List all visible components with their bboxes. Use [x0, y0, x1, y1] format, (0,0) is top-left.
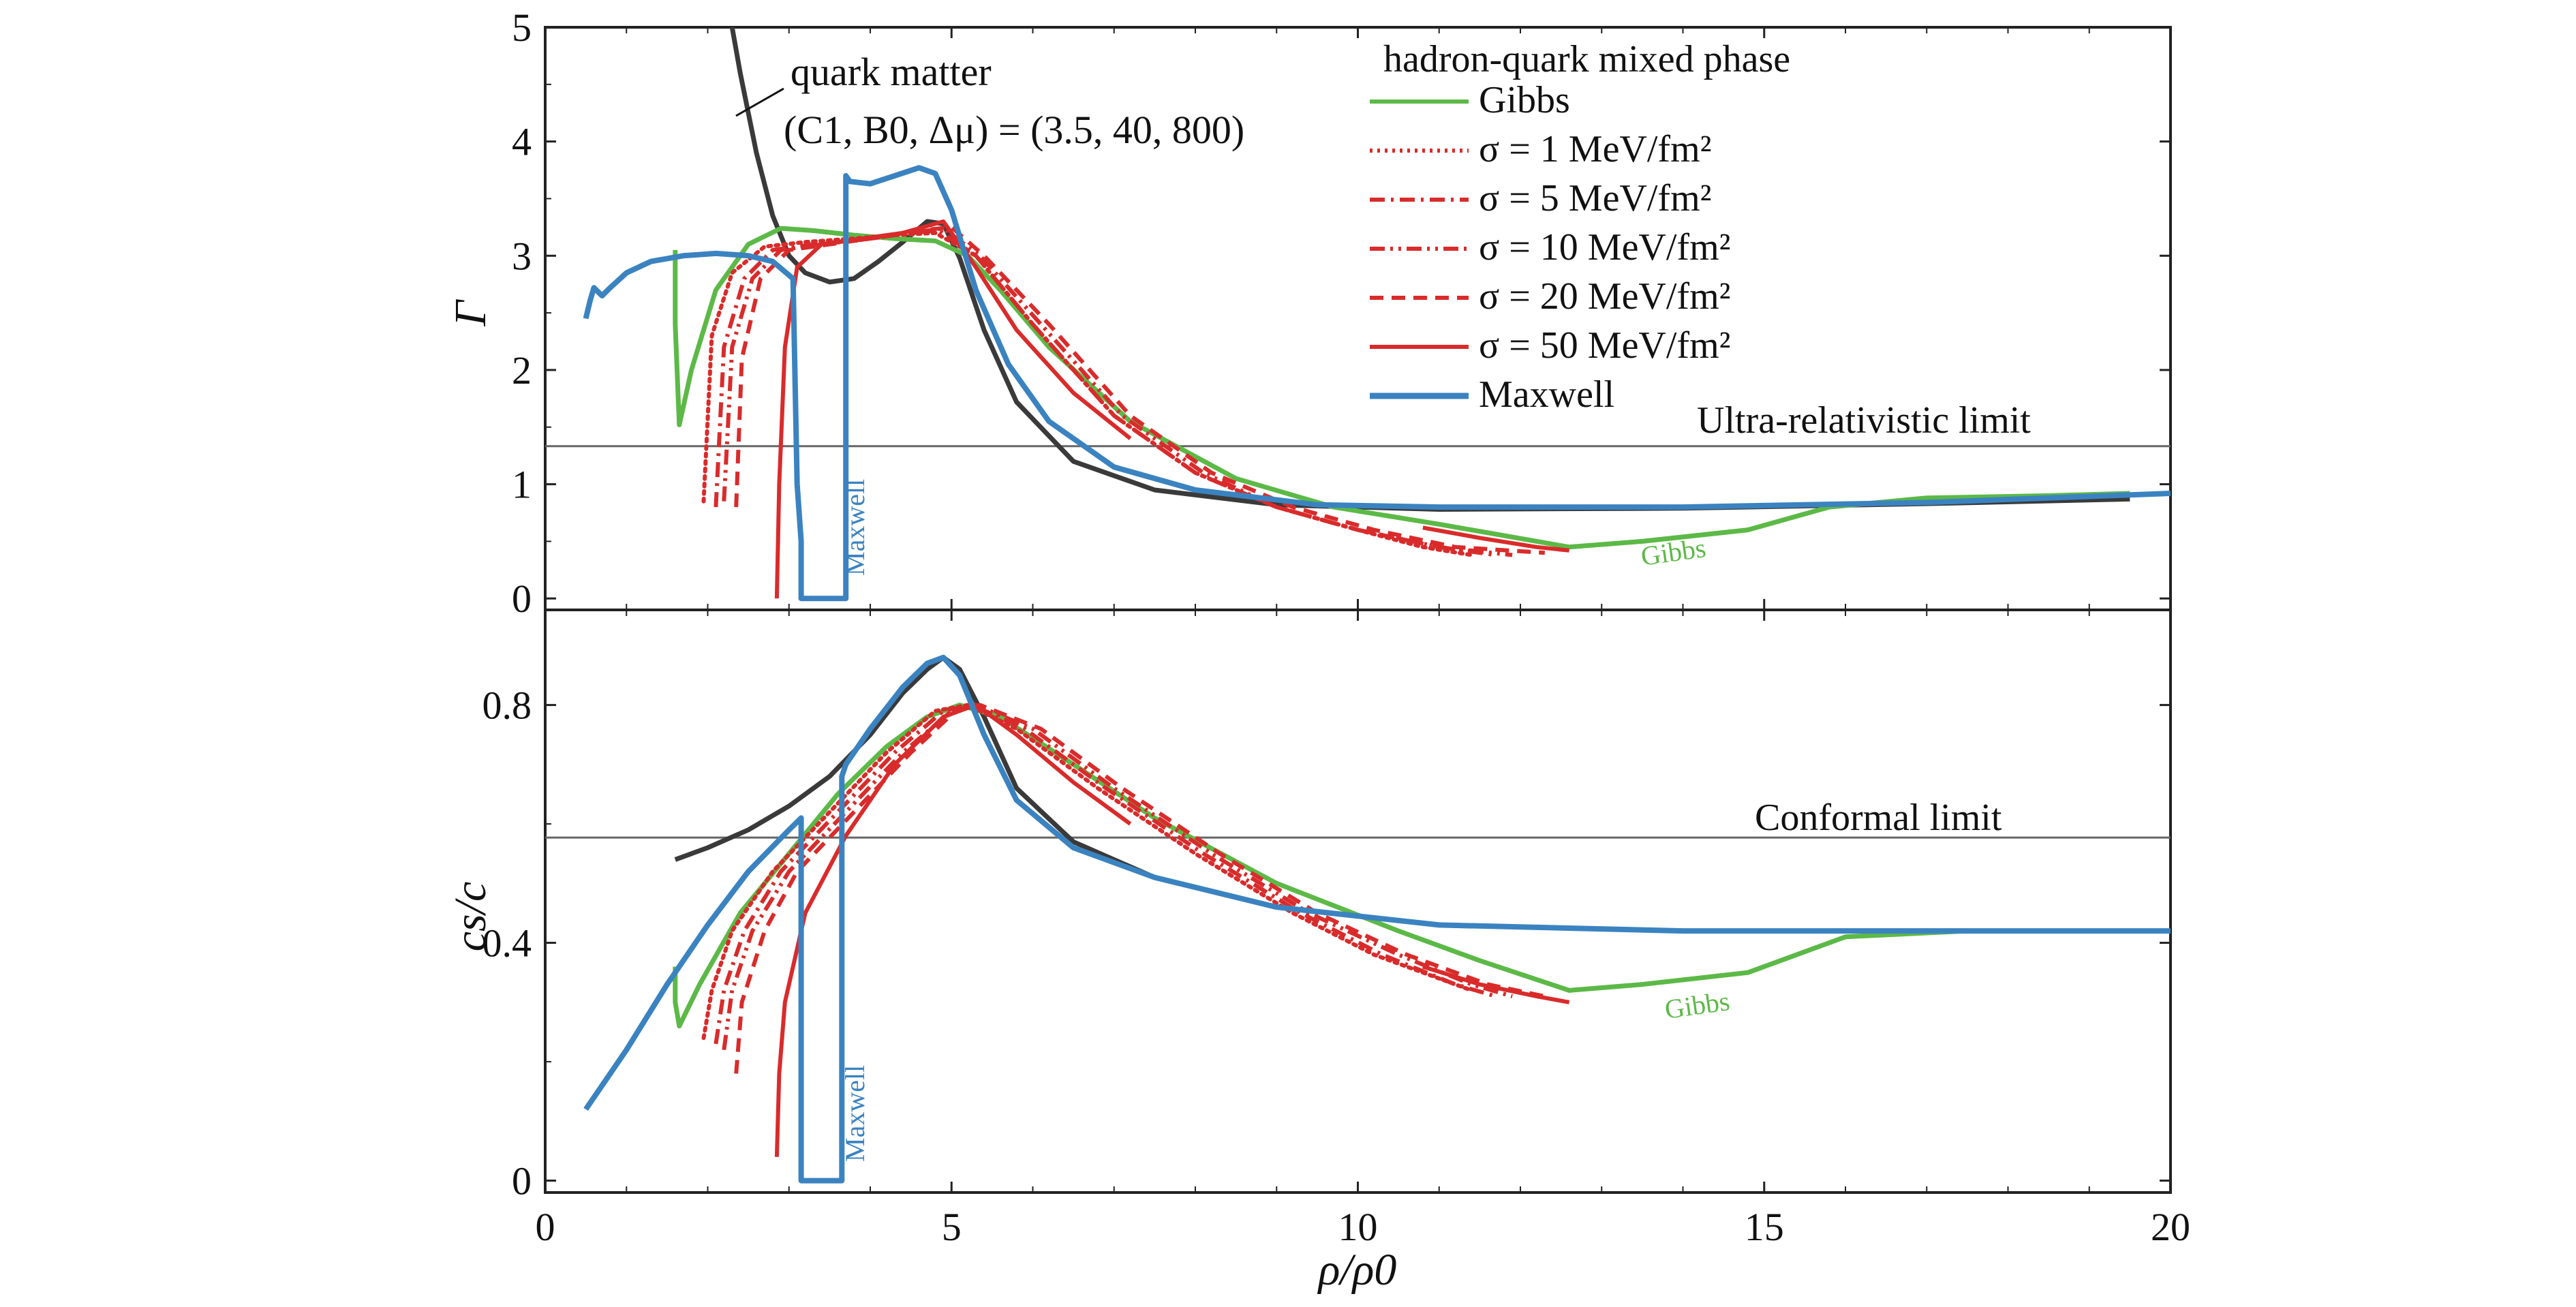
- y-tick-label: 0: [512, 1159, 532, 1203]
- series-cs-gibbs: [673, 703, 2171, 1029]
- quark-matter-pointer: [735, 87, 784, 117]
- y-tick-label: 4: [512, 120, 532, 164]
- series-cs--50-mev-fm-high-density-: [1422, 964, 1570, 1004]
- maxwell-annotation-top: Maxwell: [840, 479, 870, 576]
- bottom-y-axis-title: cs/c: [446, 882, 495, 952]
- legend-title: hadron-quark mixed phase: [1383, 38, 1790, 80]
- y-tick-label: 0.8: [482, 683, 532, 728]
- reference-lines: [545, 445, 2171, 839]
- legend: hadron-quark mixed phase Gibbs σ = 1 MeV/…: [1370, 38, 1790, 416]
- series-layer: [583, 27, 2171, 1184]
- series-gamma--50-mev-fm-high-density-: [1422, 525, 1569, 553]
- x-tick-label: 5: [942, 1205, 962, 1249]
- series-cs--5-mev-fm-: [714, 703, 1497, 1045]
- quark-params-label: (C1, B0, Δμ) = (3.5, 40, 800): [784, 108, 1244, 152]
- legend-label: σ = 1 MeV/fm²: [1479, 128, 1711, 170]
- quark-matter-label: quark matter: [791, 50, 992, 94]
- series-cs--1-mev-fm-: [701, 703, 1474, 1041]
- series-gamma-maxwell: [583, 165, 2171, 602]
- x-axis-title: ρ/ρ0: [1317, 1245, 1397, 1295]
- gibbs-annotation-bottom: Gibbs: [1663, 985, 1732, 1025]
- legend-label: σ = 10 MeV/fm²: [1479, 226, 1730, 268]
- legend-label: Maxwell: [1479, 373, 1614, 416]
- legend-label: σ = 20 MeV/fm²: [1479, 275, 1730, 318]
- conformal-limit-label: Conformal limit: [1755, 797, 2002, 839]
- legend-label: Gibbs: [1479, 79, 1570, 121]
- y-tick-label: 3: [512, 234, 532, 278]
- legend-label: σ = 5 MeV/fm²: [1479, 177, 1711, 219]
- top-y-axis-title: Γ: [446, 299, 495, 327]
- y-tick-label: 0.4: [482, 921, 532, 966]
- x-tick-label: 10: [1338, 1205, 1378, 1249]
- y-tick-label: 2: [512, 348, 532, 393]
- bottom-panel-frame: [544, 609, 2172, 1194]
- series-cs--20-mev-fm-: [734, 703, 1546, 1074]
- series-gamma-gibbs: [673, 226, 2130, 550]
- legend-label: σ = 50 MeV/fm²: [1479, 324, 1730, 367]
- y-tick-label: 1: [512, 463, 532, 507]
- series-gamma--50-mev-fm-: [774, 219, 1132, 599]
- x-tick-label: 15: [1745, 1205, 1784, 1249]
- series-cs-quark-matter: [674, 655, 2171, 934]
- series-cs-maxwell: [583, 654, 2171, 1184]
- y-tick-label: 0: [512, 576, 532, 621]
- x-tick-label: 0: [536, 1205, 555, 1249]
- maxwell-annotation-bottom: Maxwell: [840, 1065, 870, 1162]
- x-tick-label: 20: [2151, 1205, 2190, 1249]
- y-tick-label: 5: [512, 5, 532, 50]
- ultra-relativistic-limit-label: Ultra-relativistic limit: [1697, 399, 2031, 442]
- gibbs-annotation-top: Gibbs: [1639, 532, 1708, 572]
- series-cs--50-mev-fm-: [774, 703, 1132, 1157]
- tick-layer: 0 1 2 3 4 5 0 0.4 0.8 0 5 10 15 20: [482, 5, 2191, 1249]
